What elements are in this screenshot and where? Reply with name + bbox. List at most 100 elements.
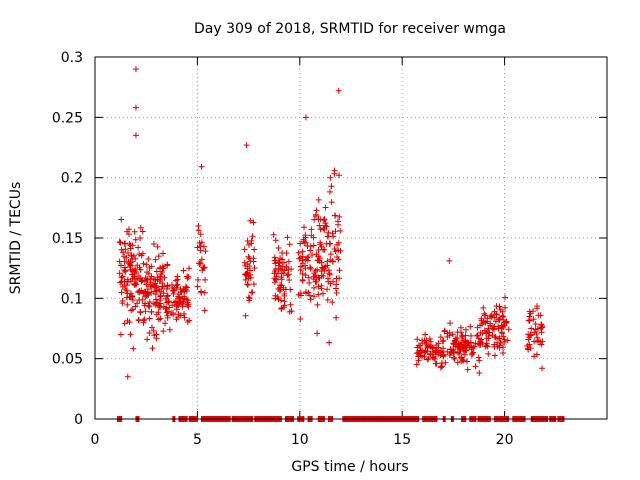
data-point xyxy=(481,310,488,317)
data-point xyxy=(241,259,248,266)
data-point xyxy=(131,282,138,289)
data-point xyxy=(157,315,164,322)
data-point xyxy=(473,332,480,339)
data-point xyxy=(333,275,340,282)
data-point xyxy=(314,330,321,337)
data-point xyxy=(128,307,135,314)
data-point xyxy=(175,295,182,302)
data-point xyxy=(487,320,494,327)
data-point xyxy=(280,284,287,291)
data-point xyxy=(171,284,178,291)
data-point xyxy=(454,342,461,349)
data-point xyxy=(302,114,309,121)
data-point xyxy=(278,305,285,312)
data-point xyxy=(156,297,163,304)
data-point xyxy=(284,272,291,279)
data-point xyxy=(320,265,327,272)
data-point xyxy=(312,278,319,285)
data-point xyxy=(531,353,538,360)
data-point xyxy=(457,347,464,354)
data-point xyxy=(489,325,496,332)
data-point xyxy=(133,269,140,276)
data-point xyxy=(330,233,337,240)
data-point xyxy=(184,302,191,309)
data-point xyxy=(336,213,343,220)
data-point xyxy=(119,300,126,307)
data-point xyxy=(525,336,532,343)
data-point xyxy=(163,285,170,292)
y-tick-labels: 0 0.05 0.1 0.15 0.2 0.25 0.3 xyxy=(52,50,83,428)
data-point xyxy=(335,87,342,94)
data-point xyxy=(316,255,323,262)
x-tick-labels: 0 5 10 15 20 xyxy=(91,432,514,448)
data-point xyxy=(328,183,335,190)
y-tick-label: 0.15 xyxy=(52,231,83,247)
data-point xyxy=(166,326,173,333)
data-point xyxy=(157,264,164,271)
data-point xyxy=(153,283,160,290)
data-point xyxy=(440,337,447,344)
data-point xyxy=(285,271,292,278)
data-point xyxy=(179,285,186,292)
data-point xyxy=(504,337,511,344)
data-point xyxy=(181,314,188,321)
data-point xyxy=(315,283,322,290)
data-point xyxy=(532,326,539,333)
data-point xyxy=(250,255,257,262)
data-point xyxy=(125,250,132,257)
data-point xyxy=(433,342,440,349)
data-point xyxy=(181,295,188,302)
data-point xyxy=(334,253,341,260)
data-point xyxy=(137,224,144,231)
data-point xyxy=(155,253,162,260)
data-point xyxy=(318,272,325,279)
data-point xyxy=(155,316,162,323)
data-point xyxy=(439,363,446,370)
data-point xyxy=(449,331,456,338)
data-point xyxy=(505,326,512,333)
data-point xyxy=(169,310,176,317)
data-point xyxy=(251,246,258,253)
data-point xyxy=(184,318,191,325)
data-point xyxy=(297,267,304,274)
data-point xyxy=(475,354,482,361)
data-point xyxy=(303,288,310,295)
data-point xyxy=(244,281,251,288)
data-point xyxy=(486,329,493,336)
data-point xyxy=(130,345,137,352)
data-point xyxy=(326,271,333,278)
data-point xyxy=(422,331,429,338)
data-point xyxy=(150,240,157,247)
data-point xyxy=(245,275,252,282)
data-point xyxy=(315,274,322,281)
data-point xyxy=(326,339,333,346)
data-point xyxy=(327,280,334,287)
data-point xyxy=(246,263,253,270)
data-point xyxy=(161,274,168,281)
data-point xyxy=(177,312,184,319)
data-point xyxy=(172,277,179,284)
data-point xyxy=(138,287,145,294)
data-point xyxy=(123,294,130,301)
data-point xyxy=(180,267,187,274)
data-point xyxy=(175,302,182,309)
data-point xyxy=(196,240,203,247)
data-point xyxy=(427,351,434,358)
data-point xyxy=(139,228,146,235)
y-tick-label: 0.2 xyxy=(61,171,83,187)
data-point xyxy=(286,276,293,283)
data-point xyxy=(435,351,442,358)
data-point xyxy=(121,258,128,265)
data-point xyxy=(442,359,449,366)
x-tick-label: 5 xyxy=(193,432,202,448)
data-point xyxy=(324,275,331,282)
data-point xyxy=(145,270,152,277)
data-point xyxy=(248,289,255,296)
data-point xyxy=(177,289,184,296)
data-point xyxy=(287,301,294,308)
data-point xyxy=(334,221,341,228)
data-point xyxy=(200,243,207,250)
data-point xyxy=(464,358,471,365)
data-point xyxy=(164,282,171,289)
data-point xyxy=(250,281,257,288)
